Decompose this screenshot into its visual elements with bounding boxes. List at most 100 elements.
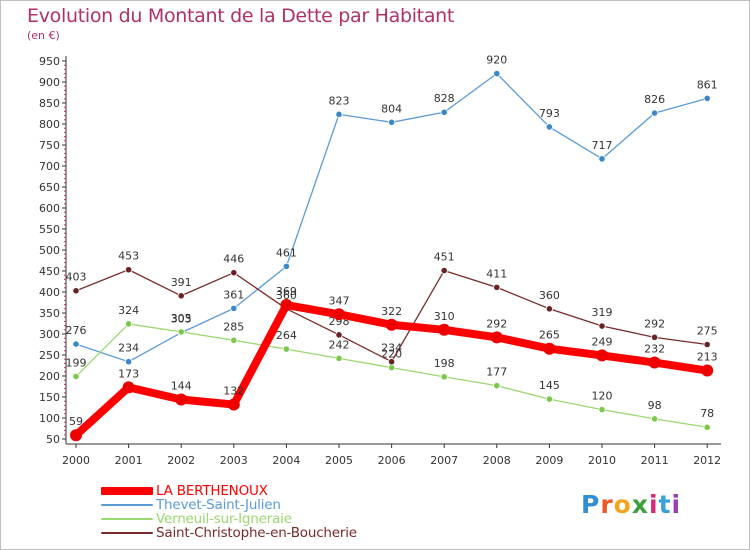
data-label-thevet-saint-julien: 828 [434,92,455,105]
x-tick-label: 2006 [378,454,406,467]
data-point-thevet-saint-julien [72,340,80,348]
data-label-la-berthenoux: 292 [486,317,507,330]
data-point-thevet-saint-julien [387,118,396,126]
data-point-thevet-saint-julien [125,358,133,366]
data-label-thevet-saint-julien: 804 [381,102,402,115]
data-point-verneuil-sur-igneraie [177,328,185,336]
data-point-la-berthenoux [596,349,608,362]
data-label-saint-christophe-en-boucherie: 360 [539,289,560,302]
data-point-la-berthenoux [543,342,556,355]
data-label-la-berthenoux: 173 [118,367,139,380]
x-tick-label: 2002 [167,454,195,467]
logo-letter: t [658,490,672,519]
chart-title: Evolution du Montant de la Dette par Hab… [27,5,455,27]
data-point-thevet-saint-julien [282,262,290,270]
y-tick-label: 850 [39,97,60,110]
data-label-thevet-saint-julien: 920 [486,54,507,67]
logo-letter: P [581,490,601,519]
data-point-saint-christophe-en-boucherie [72,287,80,295]
data-label-verneuil-sur-igneraie: 285 [223,320,244,333]
data-point-thevet-saint-julien [493,70,501,78]
data-point-verneuil-sur-igneraie [72,372,80,381]
data-label-la-berthenoux: 232 [644,343,665,356]
data-label-verneuil-sur-igneraie: 120 [592,390,613,403]
data-label-thevet-saint-julien: 303 [171,313,192,326]
y-tick-label: 400 [39,286,60,299]
data-point-la-berthenoux [385,318,398,331]
data-label-la-berthenoux: 347 [329,294,350,307]
y-tick-label: 600 [39,202,60,215]
data-point-thevet-saint-julien [598,155,606,163]
x-tick-label: 2000 [62,454,90,467]
data-point-verneuil-sur-igneraie [282,345,290,353]
data-label-saint-christophe-en-boucherie: 360 [276,289,297,302]
data-point-thevet-saint-julien [230,304,238,312]
y-tick-label: 150 [39,391,60,404]
data-point-la-berthenoux [70,429,82,442]
data-label-verneuil-sur-igneraie: 145 [539,379,560,392]
x-tick-label: 2004 [272,454,300,467]
data-point-saint-christophe-en-boucherie [650,333,659,341]
data-label-verneuil-sur-igneraie: 199 [66,356,87,369]
data-point-la-berthenoux [280,299,293,312]
data-label-verneuil-sur-igneraie: 98 [648,399,662,412]
data-point-saint-christophe-en-boucherie [493,283,501,291]
legend-swatch [101,532,153,534]
logo-letter: x [631,490,649,519]
data-label-la-berthenoux: 369 [276,285,297,298]
data-label-saint-christophe-en-boucherie: 451 [434,251,455,264]
legend-swatch [101,504,153,506]
proxiti-logo: Proxiti [581,490,681,519]
data-label-thevet-saint-julien: 461 [276,246,297,259]
data-label-thevet-saint-julien: 717 [592,139,613,152]
data-point-thevet-saint-julien [703,94,711,102]
data-label-thevet-saint-julien: 861 [697,78,718,91]
x-tick-label: 2001 [115,454,143,467]
legend-label: LA BERTHENOUX [156,483,268,499]
y-tick-label: 800 [39,118,60,131]
legend-label: Thevet-Saint-Julien [156,497,281,513]
x-tick-label: 2007 [430,454,458,467]
data-label-saint-christophe-en-boucherie: 403 [66,271,87,284]
x-tick-label: 2010 [588,454,616,467]
y-tick-label: 500 [39,244,60,257]
data-point-verneuil-sur-igneraie [230,336,238,344]
data-label-thevet-saint-julien: 276 [66,324,87,337]
data-point-saint-christophe-en-boucherie [545,305,554,313]
data-point-verneuil-sur-igneraie [545,395,554,403]
logo-letter: r [600,490,614,519]
data-point-la-berthenoux [122,381,135,394]
y-tick-label: 550 [39,223,60,236]
logo-letter: i [649,490,659,519]
data-point-verneuil-sur-igneraie [703,423,711,431]
data-label-saint-christophe-en-boucherie: 453 [118,250,139,263]
data-point-la-berthenoux [175,393,188,406]
data-label-verneuil-sur-igneraie: 305 [171,312,192,325]
data-label-la-berthenoux: 132 [223,385,244,398]
data-label-verneuil-sur-igneraie: 220 [381,348,402,361]
legend-label: Verneuil-sur-Igneraie [156,511,292,527]
data-point-la-berthenoux [490,331,503,344]
data-point-saint-christophe-en-boucherie [703,340,711,349]
x-tick-label: 2003 [220,454,248,467]
data-point-la-berthenoux [701,364,714,377]
data-label-thevet-saint-julien: 826 [644,93,665,106]
data-point-saint-christophe-en-boucherie [335,331,343,339]
y-tick-label: 700 [39,160,60,173]
y-tick-label: 50 [46,433,60,446]
data-label-thevet-saint-julien: 234 [118,342,139,355]
x-tick-label: 2008 [483,454,511,467]
data-label-verneuil-sur-igneraie: 242 [329,338,350,351]
chart-subtitle: (en €) [27,29,60,42]
y-tick-label: 300 [39,328,60,341]
data-label-verneuil-sur-igneraie: 198 [434,357,455,370]
data-point-verneuil-sur-igneraie [440,373,448,381]
data-point-saint-christophe-en-boucherie [125,266,133,274]
data-label-verneuil-sur-igneraie: 177 [486,366,507,379]
data-point-la-berthenoux [333,308,345,321]
logo-letter: o [613,490,632,519]
data-point-verneuil-sur-igneraie [650,415,659,423]
legend-label: Saint-Christophe-en-Boucherie [156,525,357,541]
data-point-verneuil-sur-igneraie [387,363,396,372]
